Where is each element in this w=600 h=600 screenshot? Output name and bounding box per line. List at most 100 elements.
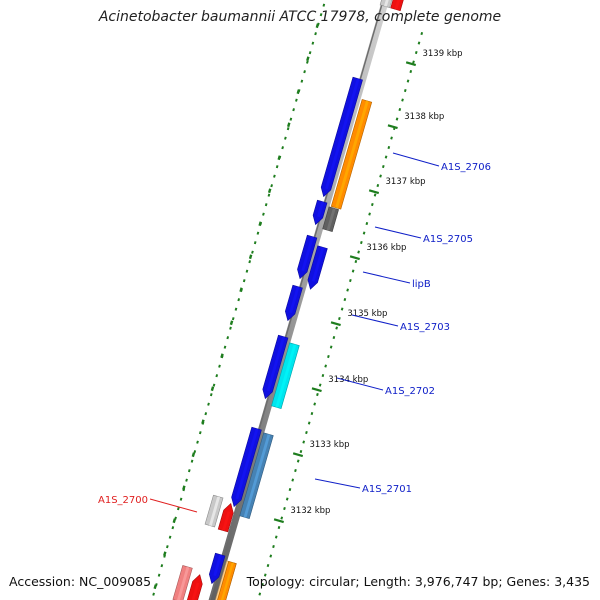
inner-tick-dot <box>306 60 309 64</box>
inner-tick-dot <box>185 478 188 482</box>
inner-tick-dot <box>160 564 164 568</box>
inner-tick-mark <box>220 353 224 359</box>
gene-feature <box>312 199 328 226</box>
inner-tick-dot <box>218 364 221 368</box>
outer-tick-dot <box>274 535 278 539</box>
outer-tick-dot <box>357 250 360 254</box>
inner-tick-dot <box>190 459 194 463</box>
outer-tick-dot <box>406 79 410 83</box>
outer-tick-dot <box>398 107 402 112</box>
inner-tick-dot <box>289 117 293 121</box>
inner-tick-dot <box>286 127 290 131</box>
gene-feature <box>231 426 262 508</box>
kbp-tick-label: 3135 kbp <box>347 309 387 319</box>
outer-tick-dot <box>349 278 352 283</box>
outer-tick-dot <box>335 326 338 330</box>
outer-tick-dot <box>305 430 308 435</box>
gene-feature <box>204 494 224 528</box>
gene-feature <box>330 99 373 210</box>
outer-tick-dot <box>321 373 325 378</box>
outer-tick-dot <box>310 411 314 416</box>
tick-dots <box>152 3 424 596</box>
inner-tick-mark <box>191 452 196 458</box>
inner-tick-dot <box>171 526 175 530</box>
inner-tick-dot <box>196 440 199 444</box>
kbp-tick-label: 3132 kbp <box>290 506 330 516</box>
gene-label-leader <box>351 314 399 327</box>
inner-tick-mark <box>277 155 281 161</box>
inner-tick-dot <box>322 3 326 7</box>
outer-tick-dot <box>387 145 391 150</box>
outer-tick-dot <box>379 174 382 178</box>
inner-tick-dot <box>303 70 306 74</box>
kbp-tick-label: 3133 kbp <box>309 440 349 450</box>
outer-tick-dot <box>373 193 377 197</box>
inner-tick-dot <box>253 241 257 245</box>
inner-tick-mark <box>258 221 262 227</box>
outer-tick-dot <box>362 231 366 235</box>
inner-tick-dot <box>251 250 254 254</box>
gene-label-leader <box>314 478 361 489</box>
outer-tick-dot <box>269 554 273 558</box>
inner-tick-dot <box>234 307 238 311</box>
outer-tick-dot <box>384 155 388 159</box>
gene-feature <box>285 284 303 322</box>
inner-tick-mark <box>163 551 167 557</box>
kbp-tick <box>311 387 322 393</box>
inner-tick-dot <box>209 393 213 397</box>
gene-feature <box>239 432 274 519</box>
gene-feature <box>262 334 289 400</box>
inner-tick-dot <box>311 41 315 45</box>
outer-tick-dot <box>420 31 424 36</box>
kbp-tick <box>292 452 304 458</box>
inner-tick-dot <box>300 79 304 83</box>
outer-tick-dot <box>370 202 374 207</box>
gene-label-leader <box>149 498 198 513</box>
inner-tick-mark <box>315 23 320 29</box>
outer-tick-dot <box>354 259 358 264</box>
gene-feature <box>379 0 393 9</box>
inner-tick-dot <box>231 317 235 321</box>
inner-tick-dot <box>273 174 276 178</box>
gene-label: A1S_2705 <box>423 234 473 245</box>
outer-tick-dot <box>340 307 344 311</box>
gene-label-leader <box>392 152 440 167</box>
outer-tick-dot <box>296 459 300 463</box>
inner-tick-mark <box>248 254 253 260</box>
inner-tick-dot <box>281 146 284 150</box>
gene-label-leader <box>374 226 422 239</box>
inner-tick-dot <box>242 279 246 283</box>
kbp-tick-label: 3138 kbp <box>404 112 444 122</box>
inner-tick-dot <box>157 573 161 577</box>
inner-tick-dot <box>248 260 252 264</box>
inner-tick-dot <box>226 336 230 340</box>
outer-tick-dot <box>272 544 275 549</box>
gene-feature <box>297 234 318 280</box>
gene-labels: A1S_2706 A1S_2705 lipB A1S_2703 A1S_2702 A1S_… <box>98 152 491 513</box>
inner-tick-dot <box>270 184 274 188</box>
outer-tick-dot <box>403 88 407 93</box>
inner-tick-dot <box>237 298 241 302</box>
outer-tick-dot <box>414 50 418 55</box>
gene-feature <box>271 342 300 409</box>
outer-tick-dot <box>381 164 385 169</box>
outer-tick-dot <box>338 316 341 321</box>
kbp-tick <box>368 189 380 195</box>
outer-tick-dot <box>307 421 311 425</box>
inner-tick-dot <box>267 193 271 197</box>
inner-tick-mark <box>172 518 177 524</box>
gene-feature <box>390 0 404 12</box>
outer-tick-dot <box>332 335 336 340</box>
inner-tick-mark <box>296 89 301 95</box>
kbp-tick <box>349 255 361 261</box>
inner-tick-dot <box>275 165 279 169</box>
gene-features <box>172 0 404 600</box>
inner-tick-mark <box>229 320 234 326</box>
gene-feature <box>209 552 226 585</box>
gene-label: lipB <box>412 279 431 290</box>
kbp-tick-label: 3137 kbp <box>385 177 425 187</box>
outer-tick-dot <box>327 354 330 359</box>
inner-tick-dot <box>223 345 227 349</box>
outer-tick-dot <box>343 297 347 302</box>
outer-tick-dot <box>313 402 317 406</box>
